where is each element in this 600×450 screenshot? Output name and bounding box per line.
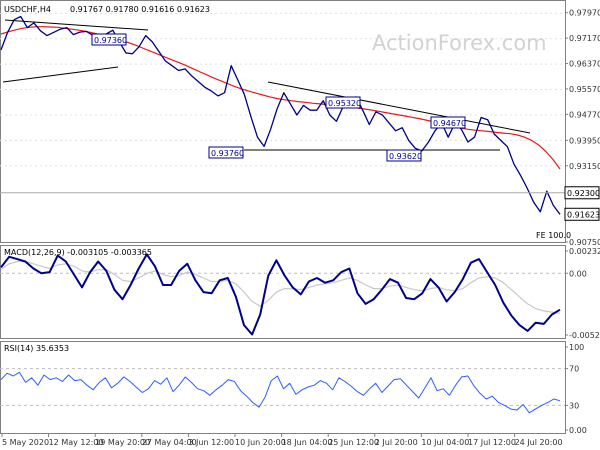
macd-signal-line: [0, 260, 561, 314]
annotation-box: [386, 149, 422, 162]
annotation-box: [208, 146, 244, 159]
price-box-border: [564, 207, 600, 221]
x-axis-tick-label: 10 Jun 20:00: [235, 438, 286, 447]
rsi-title: RSI(14) 35.6353: [4, 344, 69, 353]
x-axis-tick-label: 27 May 04:00: [142, 438, 197, 447]
macd-line: [0, 253, 561, 336]
rsi-axis-tick-label: 0.00: [569, 426, 587, 435]
price-axis-tick-label: 0.93150: [569, 162, 600, 171]
price-box: 0.92300: [564, 186, 600, 200]
price-axis-tick-label: 0.95570: [569, 85, 600, 94]
annotation-box: [91, 33, 127, 46]
x-axis-tick-label: 12 May 12:00: [49, 438, 104, 447]
price-box-label: 0.91623: [567, 210, 600, 219]
annotation-label: 0.93760: [211, 149, 244, 158]
price-axis-tick-label: 0.97970: [569, 9, 600, 18]
x-axis-tick-label: 10 Jul 04:00: [421, 438, 469, 447]
price-annotation: 0.93620: [386, 149, 422, 162]
x-axis-tick-label: 19 May 20:00: [95, 438, 150, 447]
rsi-axis-tick-label: 70: [569, 365, 579, 374]
price-annotation: 0.95320: [325, 96, 361, 109]
frame-rsi: [0, 341, 566, 434]
x-axis-tick-label: 3 Jun 12:00: [188, 438, 234, 447]
annotation-label: 0.95320: [328, 99, 361, 108]
price-box-label: 0.92300: [567, 189, 600, 198]
trendline: [4, 19, 149, 31]
ohlc-readout: 0.91767 0.91780 0.91616 0.91623: [70, 5, 210, 14]
rsi-axis-tick-label: 100: [569, 343, 584, 352]
price-axis-tick-label: 0.97170: [569, 34, 600, 43]
fe-label: FE 100.0: [536, 231, 571, 240]
annotation-label: 0.93620: [389, 152, 422, 161]
price-annotation: 0.93760: [208, 146, 244, 159]
x-axis-tick-label: 24 Jul 20:00: [515, 438, 563, 447]
x-axis-tick-label: 25 Jun 12:00: [328, 438, 379, 447]
x-axis-tick-label: 17 Jul 12:00: [468, 438, 516, 447]
price-box-border: [564, 186, 600, 200]
annotation-box: [430, 116, 466, 129]
symbol-label: USDCHF,H4: [4, 5, 51, 14]
gridlines: [0, 12, 565, 406]
rsi-line: [0, 371, 561, 414]
plot-area: 0.97360 0.95320 0.94670 0.93760 0.93620 0.923…: [0, 15, 600, 414]
frame-macd: [0, 245, 566, 339]
annotation-box: [325, 96, 361, 109]
annotation-label: 0.97360: [94, 36, 127, 45]
rsi-axis-tick-label: 30: [569, 401, 579, 410]
trendline: [2, 66, 119, 83]
annotation-label: 0.94670: [433, 119, 466, 128]
x-axis-tick-label: 2 Jul 20:00: [375, 438, 418, 447]
macd-axis-tick-label: -0.005201: [569, 331, 600, 340]
panel-frames: [0, 0, 566, 434]
macd-axis-tick-label: 0.002325: [569, 247, 600, 256]
price-annotation: 0.97360: [91, 33, 127, 46]
frame-price: [0, 0, 566, 243]
price-axis-tick-label: 0.94770: [569, 110, 600, 119]
price-annotation: 0.94670: [430, 116, 466, 129]
axes: 0.97970 0.97170 0.96370 0.95570 0.94770 0.939…: [1, 9, 600, 447]
trendline: [267, 81, 531, 134]
price-axis-tick-label: 0.90750: [569, 238, 600, 247]
macd-axis-tick-label: 0.00: [569, 269, 587, 278]
watermark: ActionForex.com: [372, 31, 547, 55]
macd-title: MACD(12,26,9) -0.003105 -0.003365: [4, 248, 152, 257]
price-axis-tick-label: 0.93950: [569, 136, 600, 145]
x-axis-tick-label: 18 Jun 04:00: [282, 438, 333, 447]
price-box: 0.91623: [564, 207, 600, 221]
price-axis-tick-label: 0.96370: [569, 60, 600, 69]
x-axis-tick-label: 5 May 2020: [2, 438, 49, 447]
